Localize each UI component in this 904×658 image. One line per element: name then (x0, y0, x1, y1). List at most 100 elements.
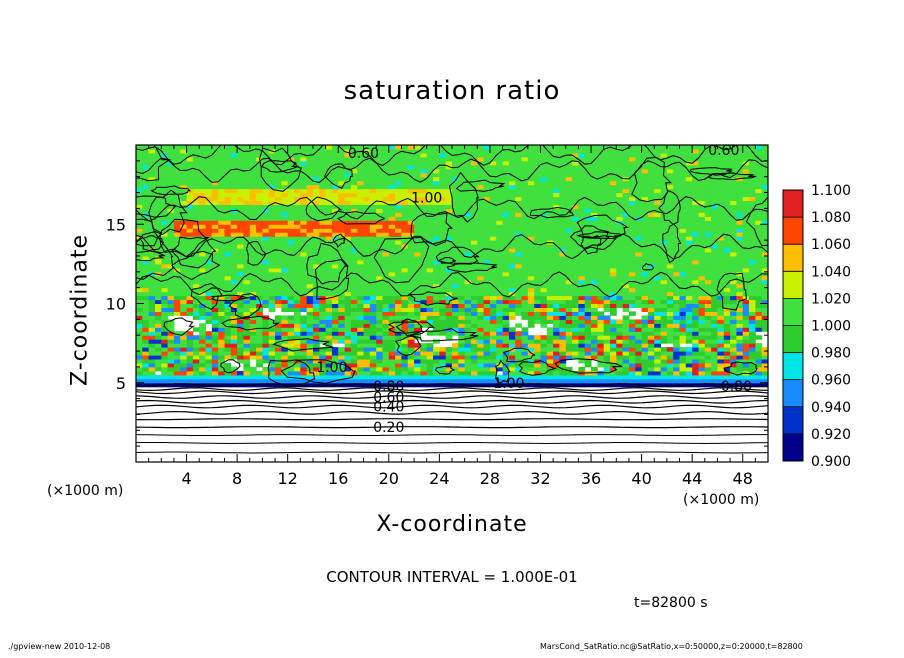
field-cell (249, 323, 257, 328)
field-cell (300, 339, 308, 344)
field-cell (483, 366, 491, 372)
field-cell (616, 295, 624, 301)
field-cell (136, 200, 143, 205)
field-cell (584, 224, 592, 229)
field-cell (306, 267, 314, 273)
field-cell (294, 259, 301, 265)
field-cell (742, 236, 750, 241)
field-cell (331, 188, 339, 194)
field-cell (559, 382, 567, 388)
field-cell (300, 275, 308, 281)
field-cell (414, 327, 421, 332)
field-cell (287, 370, 295, 376)
field-cell (363, 362, 371, 368)
field-cell (249, 192, 257, 198)
field-cell (357, 359, 364, 364)
field-cell (369, 295, 377, 301)
field-cell (230, 355, 238, 360)
field-cell (249, 319, 257, 324)
field-cell (502, 303, 510, 308)
field-cell (679, 323, 687, 328)
field-cell (679, 275, 687, 281)
field-cell (534, 252, 541, 257)
field-cell (489, 244, 497, 249)
field-cell (439, 347, 447, 352)
field-cell (540, 382, 548, 388)
field-cell (610, 339, 617, 344)
field-cell (401, 362, 409, 368)
field-cell (249, 204, 257, 209)
field-cell (540, 339, 548, 344)
field-cell (433, 248, 440, 253)
field-cell (540, 287, 548, 293)
field-cell (458, 307, 466, 312)
field-cell (186, 378, 194, 384)
field-cell (723, 255, 731, 261)
field-cell (426, 216, 434, 221)
field-cell (591, 196, 598, 201)
field-cell (679, 248, 687, 253)
field-cell (647, 275, 655, 281)
field-cell (338, 204, 345, 209)
field-cell (249, 267, 257, 273)
field-cell (275, 331, 282, 336)
field-cell (477, 275, 485, 281)
field-cell (673, 279, 680, 285)
field-cell (306, 232, 314, 237)
field-cell (155, 359, 162, 364)
field-cell (180, 192, 187, 198)
field-cell (483, 307, 491, 312)
field-cell (502, 343, 510, 348)
field-cell (268, 184, 276, 190)
field-cell (464, 335, 472, 340)
field-cell (136, 343, 143, 348)
field-cell (218, 255, 225, 261)
field-cell (388, 259, 396, 265)
field-cell (654, 192, 661, 198)
field-cell (344, 295, 352, 301)
field-cell (521, 366, 529, 372)
field-cell (685, 200, 693, 205)
field-cell (319, 291, 327, 297)
field-cell (433, 359, 440, 364)
field-cell (546, 267, 554, 273)
field-cell (192, 351, 200, 356)
field-cell (388, 327, 396, 332)
field-cell (730, 283, 737, 289)
field-cell (635, 255, 643, 261)
field-cell (591, 351, 598, 356)
field-cell (426, 343, 434, 348)
field-cell (666, 216, 674, 221)
field-cell (313, 287, 320, 293)
field-cell (338, 362, 345, 368)
field-cell (205, 370, 213, 376)
field-cell (483, 259, 491, 265)
field-cell (723, 351, 731, 356)
field-cell (692, 275, 699, 281)
field-cell (439, 236, 447, 241)
field-cell (382, 232, 390, 237)
field-cell (610, 307, 617, 312)
field-cell (685, 204, 693, 209)
field-cell (483, 252, 491, 257)
field-cell (597, 355, 605, 360)
field-cell (268, 374, 276, 380)
field-cell (692, 263, 699, 269)
field-cell (591, 295, 598, 301)
field-cell (635, 224, 643, 229)
field-cell (262, 331, 270, 336)
field-cell (319, 359, 327, 364)
field-cell (249, 240, 257, 245)
field-cell (275, 299, 282, 304)
field-cell (401, 299, 409, 304)
field-cell (192, 224, 200, 229)
field-cell (603, 351, 611, 356)
field-cell (685, 283, 693, 289)
field-cell (647, 366, 655, 372)
field-cell (673, 204, 680, 209)
field-cell (685, 311, 693, 316)
field-cell (439, 212, 447, 217)
field-cell (173, 378, 181, 384)
field-cell (584, 208, 592, 213)
